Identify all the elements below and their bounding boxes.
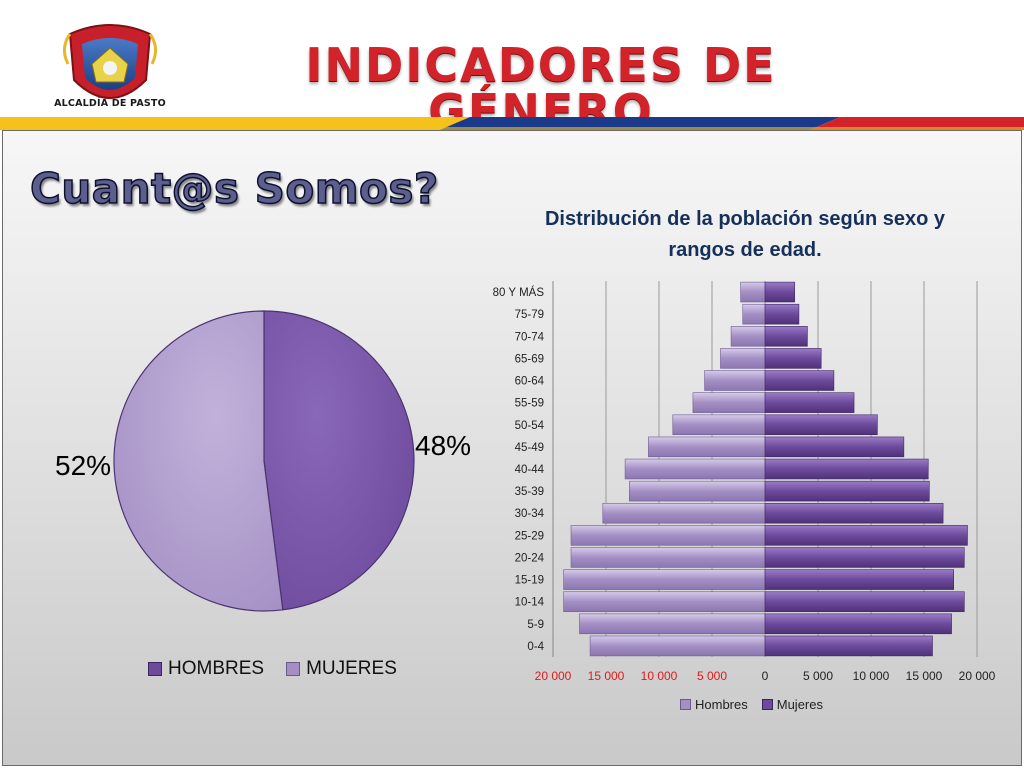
bar-mujeres-45-49	[764, 436, 905, 458]
category-label-35-39: 35-39	[515, 486, 544, 498]
slide-subtitle: Cuant@s Somos?	[29, 163, 439, 214]
category-label-60-64: 60-64	[515, 376, 545, 388]
bar-hombres-35-39	[629, 480, 766, 502]
bar-mujeres-25-29	[764, 525, 968, 546]
category-label-80 Y MÁS: 80 Y MÁS	[493, 286, 545, 299]
bar-mujeres-10-14	[764, 591, 965, 612]
bar-mujeres-80 Y MÁS	[764, 281, 795, 303]
bar-hombres-15-19	[563, 569, 766, 590]
legend-label-hombres-pyramid: Hombres	[695, 697, 748, 712]
bar-mujeres-55-59	[764, 392, 855, 413]
legend-swatch-hombres-pyramid	[680, 699, 691, 710]
pyramid-chart-title: Distribución de la población según sexo …	[544, 208, 946, 261]
x-tick-label: 10 000	[641, 669, 678, 683]
x-tick-label: 5 000	[803, 669, 833, 683]
bar-hombres-20-24	[570, 547, 766, 568]
bar-mujeres-15-19	[764, 569, 954, 590]
bar-hombres-25-29	[570, 525, 766, 546]
x-tick-label: 15 000	[588, 669, 625, 683]
pyramid-legend: Hombres Mujeres	[680, 697, 823, 712]
bar-mujeres-40-44	[764, 458, 929, 480]
bar-mujeres-75-79	[764, 303, 800, 325]
bar-mujeres-70-74	[764, 326, 808, 347]
bar-hombres-55-59	[692, 392, 766, 413]
pie-slice-mujeres	[113, 310, 284, 612]
category-label-25-29: 25-29	[515, 530, 544, 542]
bar-mujeres-50-54	[764, 414, 878, 436]
x-tick-label: 0	[762, 669, 769, 683]
bar-hombres-75-79	[742, 303, 766, 325]
bar-hombres-45-49	[648, 436, 766, 458]
x-tick-label: 5 000	[697, 669, 727, 683]
bar-hombres-10-14	[563, 591, 766, 612]
bar-hombres-5-9	[579, 613, 766, 635]
x-tick-label: 15 000	[906, 669, 943, 683]
bar-mujeres-0-4	[764, 635, 933, 657]
bar-mujeres-30-34	[764, 502, 944, 524]
bar-hombres-0-4	[589, 635, 766, 657]
pie-data-label-mujeres: 52%	[55, 450, 112, 481]
bar-hombres-50-54	[672, 414, 766, 436]
category-label-75-79: 75-79	[515, 309, 544, 321]
bar-hombres-65-69	[720, 348, 766, 369]
category-label-40-44: 40-44	[515, 464, 545, 476]
logo-caption: ALCALDÍA DE PASTO	[54, 98, 166, 109]
legend-swatch-hombres	[148, 662, 162, 676]
legend-label-hombres: HOMBRES	[168, 658, 265, 679]
category-label-45-49: 45-49	[515, 442, 544, 454]
pie-slice-hombres	[263, 310, 415, 611]
pie-legend: HOMBRES MUJERES	[148, 658, 397, 680]
x-tick-label: 20 000	[959, 669, 996, 683]
category-label-50-54: 50-54	[515, 420, 545, 432]
bar-mujeres-5-9	[764, 613, 952, 635]
bar-mujeres-35-39	[764, 480, 930, 502]
legend-swatch-mujeres-pyramid	[761, 699, 773, 710]
category-label-5-9: 5-9	[527, 619, 544, 631]
category-label-30-34: 30-34	[515, 508, 545, 520]
header-stripes	[0, 117, 1024, 130]
bar-mujeres-60-64	[764, 370, 835, 391]
category-label-15-19: 15-19	[515, 575, 544, 587]
page-title: INDICADORES DE GÉNERO	[305, 38, 777, 138]
bar-hombres-80 Y MÁS	[740, 281, 766, 303]
bar-mujeres-65-69	[764, 348, 822, 369]
x-tick-label: 20 000	[535, 669, 572, 683]
category-label-55-59: 55-59	[515, 398, 544, 410]
category-label-70-74: 70-74	[515, 331, 545, 343]
category-label-10-14: 10-14	[515, 597, 545, 609]
category-label-65-69: 65-69	[515, 353, 544, 365]
category-label-20-24: 20-24	[515, 552, 545, 564]
legend-swatch-mujeres	[286, 662, 301, 676]
bar-mujeres-20-24	[764, 547, 965, 568]
legend-label-mujeres: MUJERES	[306, 658, 397, 679]
bar-hombres-70-74	[730, 326, 766, 347]
x-tick-label: 10 000	[853, 669, 890, 683]
legend-label-mujeres-pyramid: Mujeres	[776, 697, 823, 712]
category-label-0-4: 0-4	[527, 641, 544, 653]
pie-data-label-hombres: 48%	[415, 430, 472, 461]
bar-hombres-30-34	[602, 502, 766, 524]
bar-hombres-60-64	[704, 370, 766, 391]
bar-hombres-40-44	[624, 458, 766, 480]
alcaldia-logo	[63, 24, 157, 99]
